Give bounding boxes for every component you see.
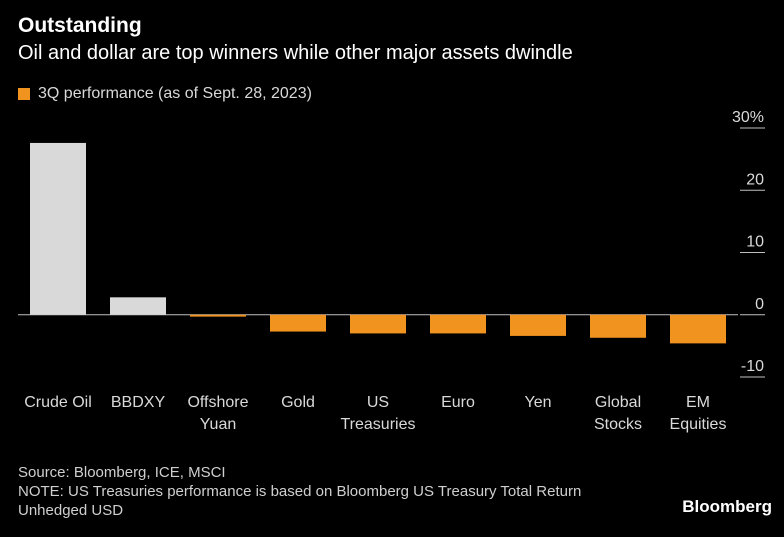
x-category-label: Offshore xyxy=(187,394,248,411)
x-category-label: Equities xyxy=(670,416,727,433)
x-category-label: US xyxy=(367,394,389,411)
bar-bbdxy xyxy=(110,297,166,315)
x-category-label: BBDXY xyxy=(111,394,166,411)
bar-gold xyxy=(270,314,326,332)
x-category-label: EM xyxy=(686,394,710,411)
bloomberg-logo: Bloomberg xyxy=(682,497,772,516)
chart-subtitle: Oil and dollar are top winners while oth… xyxy=(18,42,573,64)
x-category-label: Yen xyxy=(525,394,552,411)
y-tick-label: 10 xyxy=(746,234,764,251)
bar-us-treasuries xyxy=(350,314,406,334)
bar-yen xyxy=(510,314,566,336)
bar-crude-oil xyxy=(30,142,86,315)
legend-swatch xyxy=(18,88,30,100)
chart-title: Outstanding xyxy=(18,14,142,37)
x-category-label: Global xyxy=(595,394,641,411)
bar-euro xyxy=(430,314,486,334)
y-tick-label: 0 xyxy=(755,296,764,313)
source-text: Source: Bloomberg, ICE, MSCI xyxy=(18,464,226,481)
x-category-label: Crude Oil xyxy=(24,394,92,411)
footer-notes: Source: Bloomberg, ICE, MSCI NOTE: US Tr… xyxy=(18,463,581,520)
x-category-label: Treasuries xyxy=(341,416,416,433)
y-tick-label: 20 xyxy=(746,171,764,188)
x-category-label: Yuan xyxy=(200,416,236,433)
x-category-label: Gold xyxy=(281,394,315,411)
bar-em-equities xyxy=(670,314,726,344)
legend: 3Q performance (as of Sept. 28, 2023) xyxy=(18,85,312,103)
y-tick-label: -10 xyxy=(741,358,764,375)
y-tick-label: 30% xyxy=(732,109,764,126)
x-category-label: Euro xyxy=(441,394,475,411)
note-text-line-1: NOTE: US Treasuries performance is based… xyxy=(18,483,582,500)
x-category-label: Stocks xyxy=(594,416,642,433)
note-text-line-2: Unhedged USD xyxy=(18,502,124,519)
bar-offshore-yuan xyxy=(190,314,246,317)
legend-label: 3Q performance (as of Sept. 28, 2023) xyxy=(38,85,312,102)
bar-global-stocks xyxy=(590,314,646,338)
